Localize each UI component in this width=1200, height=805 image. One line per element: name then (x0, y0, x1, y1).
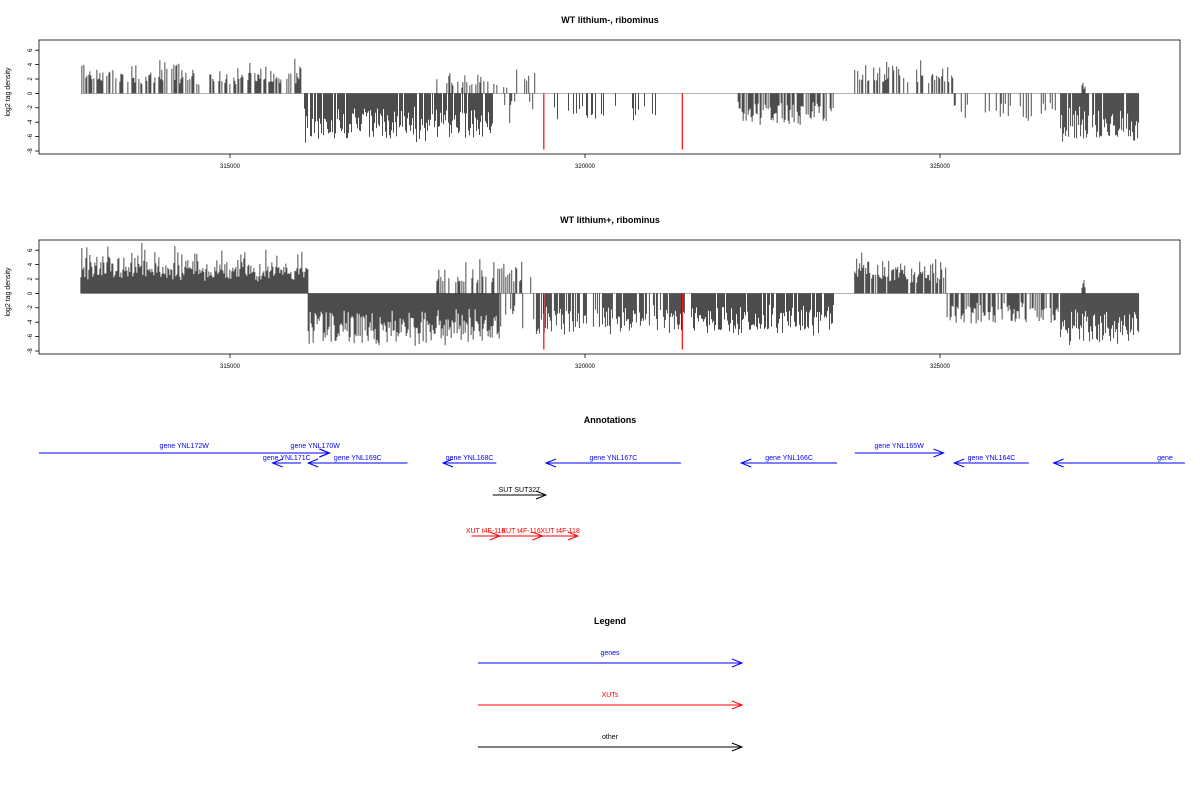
feature-arrowhead (441, 458, 454, 468)
panel-title: WT lithium+, ribominus (560, 215, 660, 225)
feature-label: XUT t4F-118 (540, 528, 580, 535)
legend-label: XUTs (602, 692, 619, 699)
axis-ticks: 315000 320000 325000 6 4 2 0 -2 -4 -6 -8 (28, 48, 951, 170)
feature-xut: XUT t4F-118 (540, 528, 580, 541)
y-tick-label: 6 (28, 48, 34, 52)
legend-title: Legend (594, 616, 626, 626)
feature-label: gene YNL168C (446, 455, 494, 462)
y-tick-label: -4 (28, 119, 34, 125)
feature-gene: gene YNL171C (263, 455, 311, 468)
legend-label: genes (600, 650, 620, 657)
legend-item-xut: XUTs (478, 692, 744, 710)
legend-item-gene: genes (478, 650, 744, 668)
feature-arrowhead (739, 458, 752, 468)
annotations-track: Annotations gene YNL172W gene YNL170Wgene… (39, 415, 1185, 541)
feature-label: SUT SUT327 (499, 487, 541, 494)
feature-gene: gene (1052, 455, 1185, 468)
plot-frame (38, 239, 1181, 355)
feature-other: SUT SUT327 (492, 487, 548, 500)
feature-arrowhead (544, 458, 557, 468)
legend-item-other: other (478, 734, 744, 752)
feature-arrowhead (731, 658, 744, 668)
x-tick-label: 325000 (930, 364, 951, 370)
feature-label: gene YNL164C (968, 455, 1016, 462)
feature-label: gene YNL165W (875, 443, 925, 450)
feature-gene: gene YNL167C (544, 455, 681, 468)
feature-label: gene (1157, 455, 1173, 462)
feature-label: gene YNL169C (334, 455, 382, 462)
feature-gene: gene YNL170W (291, 443, 341, 458)
x-tick-label: 315000 (220, 364, 241, 370)
feature-label: gene YNL172W (160, 443, 210, 450)
bars-group (80, 243, 1140, 350)
y-tick-label: 0 (28, 291, 34, 295)
y-tick-label: 4 (28, 262, 34, 266)
bars-group (80, 58, 1140, 150)
feature-arrowhead (1052, 458, 1064, 468)
feature-arrowhead (731, 700, 744, 710)
feature-arrowhead (319, 448, 331, 458)
y-axis-label: log2 tag density (5, 267, 12, 317)
feature-gene: gene YNL164C (952, 455, 1029, 468)
annotation-features: gene YNL172W gene YNL170W gene YNL171C gene… (39, 443, 1185, 541)
y-tick-label: -4 (28, 319, 34, 325)
feature-gene: gene YNL168C (441, 455, 497, 468)
feature-label: gene YNL171C (263, 455, 311, 462)
legend-items: genes XUTs other (478, 650, 744, 752)
legend: Legend genes XUTs other (478, 616, 744, 752)
y-tick-label: -6 (28, 133, 34, 139)
y-tick-label: -6 (28, 333, 34, 339)
feature-label: gene YNL166C (765, 455, 813, 462)
y-tick-label: 2 (28, 277, 34, 281)
feature-gene: gene YNL165W (854, 443, 945, 458)
y-tick-label: 4 (28, 62, 34, 66)
feature-arrowhead (535, 490, 548, 500)
panel-title: WT lithium-, ribominus (561, 15, 659, 25)
y-tick-label: -2 (28, 104, 34, 110)
feature-label: gene YNL170W (291, 443, 341, 450)
feature-gene: gene YNL169C (306, 455, 408, 468)
feature-arrowhead (952, 458, 965, 468)
feature-label: gene YNL167C (590, 455, 638, 462)
y-axis-label: log2 tag density (5, 67, 12, 117)
plot-frame (38, 39, 1181, 155)
feature-arrowhead (933, 448, 945, 458)
feature-arrowhead (271, 458, 283, 468)
y-tick-label: -8 (28, 148, 34, 154)
x-tick-label: 325000 (930, 164, 951, 170)
feature-gene: gene YNL166C (739, 455, 838, 468)
x-tick-label: 315000 (220, 164, 241, 170)
feature-xut: XUT t4F-116 (499, 528, 544, 541)
y-tick-label: 6 (28, 248, 34, 252)
x-tick-label: 320000 (575, 164, 596, 170)
y-tick-label: -8 (28, 348, 34, 354)
panel-wt-lithium-minus: WT lithium-, ribominus log2 tag density … (5, 15, 1181, 170)
annotations-title: Annotations (584, 415, 637, 425)
feature-label: XUT t4F-116 (466, 528, 506, 535)
legend-label: other (602, 734, 619, 741)
axis-ticks: 315000 320000 325000 6 4 2 0 -2 -4 -6 -8 (28, 248, 951, 370)
x-tick-label: 320000 (575, 364, 596, 370)
feature-arrowhead (567, 531, 580, 541)
feature-xut: XUT t4F-116 (466, 528, 506, 541)
y-tick-label: 2 (28, 77, 34, 81)
feature-arrowhead (306, 458, 319, 468)
feature-label: XUT t4F-116 (501, 528, 541, 535)
feature-arrowhead (731, 742, 744, 752)
y-tick-label: 0 (28, 91, 34, 95)
y-tick-label: -2 (28, 304, 34, 310)
panel-wt-lithium-plus: WT lithium+, ribominus log2 tag density … (5, 215, 1181, 370)
